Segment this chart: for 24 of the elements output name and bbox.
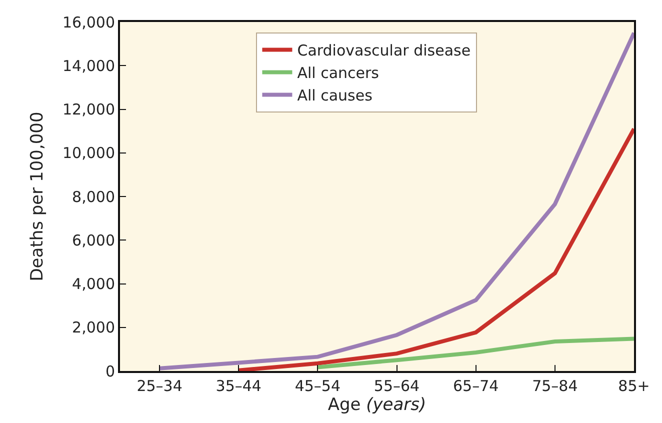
y-tick-label: 6,000 bbox=[72, 231, 115, 250]
x-tick-label: 45–54 bbox=[294, 377, 341, 395]
x-tick-label: 65–74 bbox=[453, 377, 499, 395]
y-tick-label: 14,000 bbox=[62, 56, 115, 75]
x-axis-title: Age (years) bbox=[328, 395, 426, 415]
y-tick-label: 4,000 bbox=[72, 275, 115, 293]
y-tick-label: 10,000 bbox=[62, 144, 115, 162]
line-series bbox=[158, 30, 634, 370]
y-tick-label: 2,000 bbox=[72, 318, 115, 337]
x-tick-label: 55–64 bbox=[374, 377, 420, 395]
legend-label: Cardiovascular disease bbox=[297, 42, 471, 60]
x-tick-label: 75–84 bbox=[532, 377, 578, 395]
y-tick-label: 12,000 bbox=[62, 100, 115, 118]
legend-label: All cancers bbox=[297, 64, 380, 82]
legend-label: All causes bbox=[297, 86, 373, 105]
y-tick-label: 16,000 bbox=[62, 13, 115, 32]
line-series bbox=[236, 126, 634, 371]
x-tick-label: 25–34 bbox=[136, 377, 182, 395]
y-tick-label: 0 bbox=[105, 362, 115, 380]
y-tick-label: 8,000 bbox=[72, 188, 115, 206]
line-series bbox=[316, 336, 634, 370]
y-axis-title: Deaths per 100,000 bbox=[28, 112, 48, 282]
x-tick-label: 85+ bbox=[618, 377, 650, 395]
x-tick-label: 35–44 bbox=[216, 377, 262, 395]
